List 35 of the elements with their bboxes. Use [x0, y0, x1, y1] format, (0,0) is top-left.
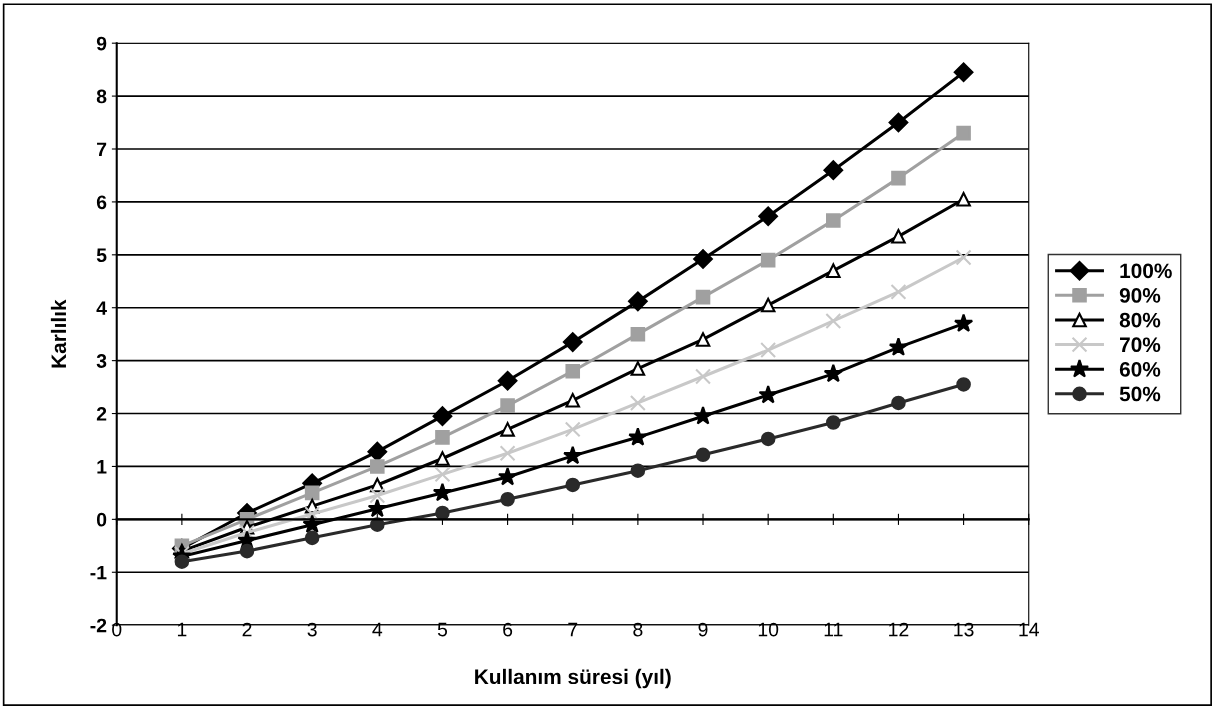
y-axis-title: Karlılık — [50, 299, 67, 368]
x-tick-label: 8 — [633, 622, 643, 637]
x-tick-label: 2 — [242, 622, 252, 637]
x-tick-label: 12 — [889, 622, 909, 637]
y-tick-label: -1 — [90, 565, 107, 580]
y-tick-label: 0 — [96, 512, 107, 527]
y-tick-label: 7 — [97, 142, 107, 157]
x-tick-label: 6 — [503, 622, 513, 637]
y-tick-label: 6 — [96, 195, 107, 210]
legend-label: 70% — [1120, 337, 1161, 353]
y-tick-label: 8 — [96, 89, 107, 104]
x-tick-label: 3 — [307, 622, 317, 637]
x-tick-label: 4 — [372, 622, 383, 637]
y-tick-label: 9 — [96, 36, 107, 51]
x-tick-label: 14 — [1019, 622, 1039, 637]
x-tick-label: 13 — [954, 622, 974, 637]
x-tick-label: 11 — [824, 622, 843, 637]
y-tick-label: 2 — [96, 407, 107, 421]
x-tick-label: 1 — [177, 622, 187, 637]
x-tick-label: 7 — [568, 622, 578, 637]
y-tick-label: 1 — [97, 460, 107, 474]
legend-label: 100% — [1120, 263, 1172, 279]
legend-label: 90% — [1119, 288, 1161, 303]
y-tick-label: 5 — [96, 248, 107, 263]
legend-label: 50% — [1119, 386, 1161, 402]
x-tick-label: 0 — [112, 622, 122, 637]
legend-label: 60% — [1119, 361, 1161, 377]
y-tick-label: -2 — [90, 618, 107, 633]
x-axis-title: Kullanım süresi (yıl) — [475, 668, 671, 689]
x-tick-label: 5 — [437, 622, 448, 637]
legend-label: 80% — [1119, 312, 1161, 328]
x-tick-label: 9 — [698, 622, 708, 637]
y-tick-label: 3 — [96, 354, 107, 368]
y-tick-label: 4 — [96, 301, 107, 315]
x-tick-label: 10 — [758, 622, 779, 637]
